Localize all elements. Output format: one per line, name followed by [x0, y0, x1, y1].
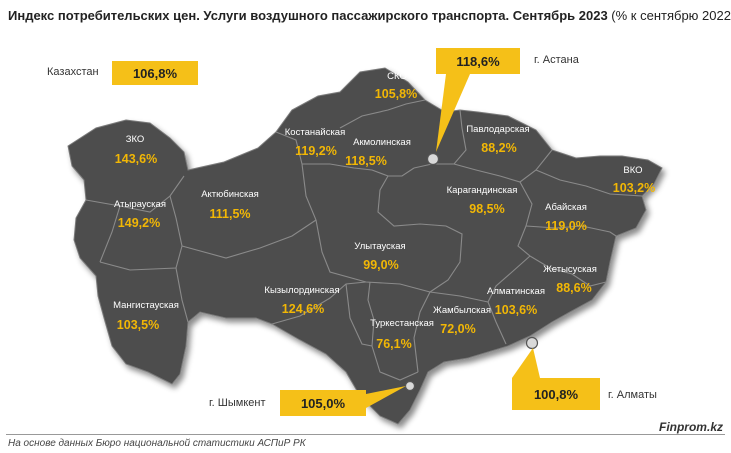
country-value-box: 106,8%	[112, 61, 198, 85]
footer-divider	[6, 434, 725, 435]
country-outline	[67, 67, 663, 425]
region-value-karaganda: 98,5%	[469, 202, 505, 216]
brand-logo-text: Finprom.kz	[658, 420, 723, 434]
region-name-zhambyl: Жамбылская	[433, 305, 491, 316]
region-name-vko: ВКО	[623, 165, 643, 176]
region-name-akmola: Акмолинская	[353, 137, 411, 148]
region-name-kyzylorda: Кызылординская	[264, 285, 340, 296]
almaty-value: 100,8%	[533, 386, 579, 402]
region-value-sko: 105,8%	[374, 87, 418, 101]
region-value-vko: 103,2%	[612, 181, 656, 195]
almaty-value-box: 100,8%	[512, 378, 600, 410]
region-value-atyrau: 149,2%	[117, 216, 161, 230]
astana-marker	[426, 152, 440, 166]
chart-title: Индекс потребительских цен. Услуги возду…	[8, 8, 731, 23]
region-name-ulytau: Улытауская	[354, 241, 406, 252]
country-value: 106,8%	[132, 65, 178, 81]
region-name-mangistau: Мангистауская	[113, 300, 179, 311]
region-name-sko: СКО	[387, 71, 407, 82]
region-name-zhetysu: Жетысуская	[543, 264, 597, 275]
chart-title-suffix: (% к сентябрю 2022)	[607, 8, 731, 23]
region-name-almaty-region: Алматинская	[487, 286, 545, 297]
region-name-abai: Абайская	[545, 202, 587, 213]
region-value-mangistau: 103,5%	[116, 318, 160, 332]
region-value-abai: 119,0%	[545, 219, 587, 233]
region-value-pavlodar: 88,2%	[481, 141, 517, 155]
chart-title-main: Индекс потребительских цен. Услуги возду…	[8, 8, 608, 23]
country-label: Казахстан	[47, 66, 99, 78]
region-value-aktobe: 111,5%	[209, 207, 251, 221]
shymkent-value-box: 105,0%	[280, 390, 366, 416]
region-name-aktobe: Актюбинская	[201, 189, 259, 200]
astana-label: г. Астана	[534, 54, 579, 66]
region-name-atyrau: Атырауская	[114, 199, 166, 210]
shymkent-marker	[404, 380, 416, 392]
region-value-akmola: 118,5%	[345, 154, 387, 168]
region-value-zhambyl: 72,0%	[440, 322, 476, 336]
almaty-label: г. Алматы	[608, 389, 657, 401]
region-name-kostanay: Костанайская	[284, 127, 346, 138]
region-value-zhetysu: 88,6%	[556, 281, 592, 295]
region-value-kyzylorda: 124,6%	[281, 302, 325, 316]
region-name-pavlodar: Павлодарская	[466, 124, 530, 135]
almaty-marker	[525, 336, 539, 350]
region-borders	[85, 99, 643, 381]
astana-value-box: 118,6%	[436, 48, 520, 74]
region-name-zko: ЗКО	[125, 134, 145, 145]
source-note: На основе данных Бюро национальной стати…	[8, 438, 306, 449]
region-value-zko: 143,6%	[114, 152, 158, 166]
almaty-pointer	[512, 348, 540, 378]
shymkent-pointer	[366, 386, 406, 408]
region-value-almaty-region: 103,6%	[494, 303, 538, 317]
region-value-ulytau: 99,0%	[363, 258, 399, 272]
shymkent-value: 105,0%	[300, 395, 346, 411]
astana-value: 118,6%	[456, 53, 500, 69]
astana-pointer	[436, 74, 470, 152]
region-name-turkestan: Туркестанская	[370, 318, 434, 329]
region-value-turkestan: 76,1%	[376, 337, 412, 351]
region-value-kostanay: 119,2%	[295, 144, 337, 158]
shymkent-label: г. Шымкент	[209, 397, 266, 409]
region-name-karaganda: Карагандинская	[446, 185, 518, 196]
